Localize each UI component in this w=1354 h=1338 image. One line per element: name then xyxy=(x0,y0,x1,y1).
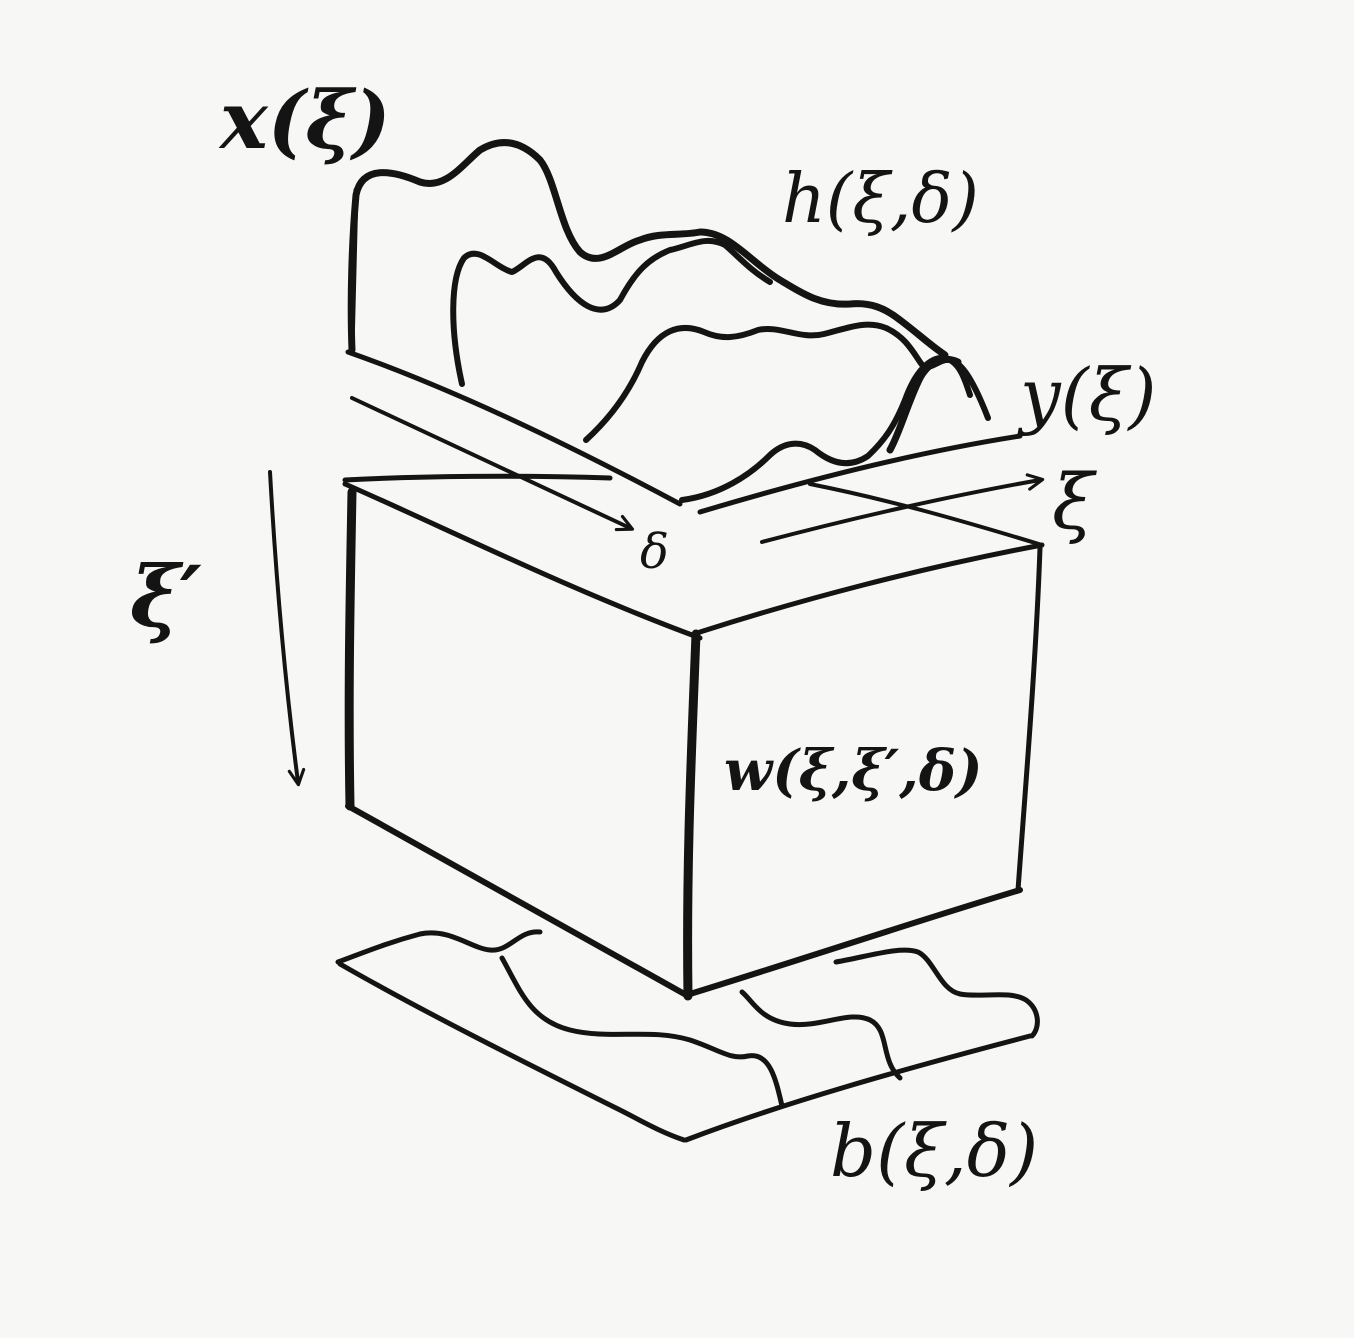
bias-sheet-back-edge xyxy=(335,929,543,965)
cube-bottom-right-edge xyxy=(687,887,1023,997)
bias-sheet-right-curve xyxy=(833,947,1040,1039)
sheet-left-base-edge xyxy=(345,349,683,507)
depth-axis-label: ξ′ xyxy=(130,547,202,646)
cube-front-vertical-edge xyxy=(683,629,701,1001)
weight-kernel-label: w(ξ,ξ′,δ) xyxy=(724,738,983,804)
output-signal-label: y(ξ) xyxy=(1017,353,1157,437)
bias-sheet-front-edge xyxy=(683,1033,1033,1143)
cube-top-back-edge xyxy=(342,473,613,483)
sheet-front-base-edge xyxy=(697,433,1023,515)
impulse-response-curve xyxy=(450,238,773,387)
labels: x(ξ) h(ξ,δ) y(ξ) δ ξ ξ′ w(ξ,ξ′,δ) b(ξ,δ) xyxy=(130,73,1157,1193)
cube-right-vertical-edge xyxy=(1015,545,1043,893)
cube-top-right-edge xyxy=(697,542,1045,635)
input-signal-label: x(ξ) xyxy=(218,73,391,167)
sheet-right-edge xyxy=(886,355,962,454)
cube-top-left-edge xyxy=(342,481,703,641)
delay-axis-label: δ xyxy=(640,524,669,580)
bias-term-label: b(ξ,δ) xyxy=(830,1109,1038,1193)
waveform-sheet xyxy=(345,139,1023,515)
cube-left-vertical-edge xyxy=(344,487,357,811)
bias-ripple-1 xyxy=(499,955,785,1109)
depth-axis-arrow xyxy=(268,470,306,787)
bias-sheet-left-edge xyxy=(337,961,687,1143)
impulse-response-label: h(ξ,δ) xyxy=(782,160,979,239)
input-signal-curve xyxy=(347,139,949,359)
weight-cube xyxy=(342,473,1045,1001)
bias-ripple-2 xyxy=(739,989,903,1081)
space-axis-label: ξ xyxy=(1052,457,1097,546)
bias-sheet xyxy=(335,929,1040,1143)
delay-axis-arrow xyxy=(350,396,635,532)
cube-bottom-left-edge xyxy=(345,803,691,999)
cube-top-far-edge xyxy=(808,482,1044,547)
